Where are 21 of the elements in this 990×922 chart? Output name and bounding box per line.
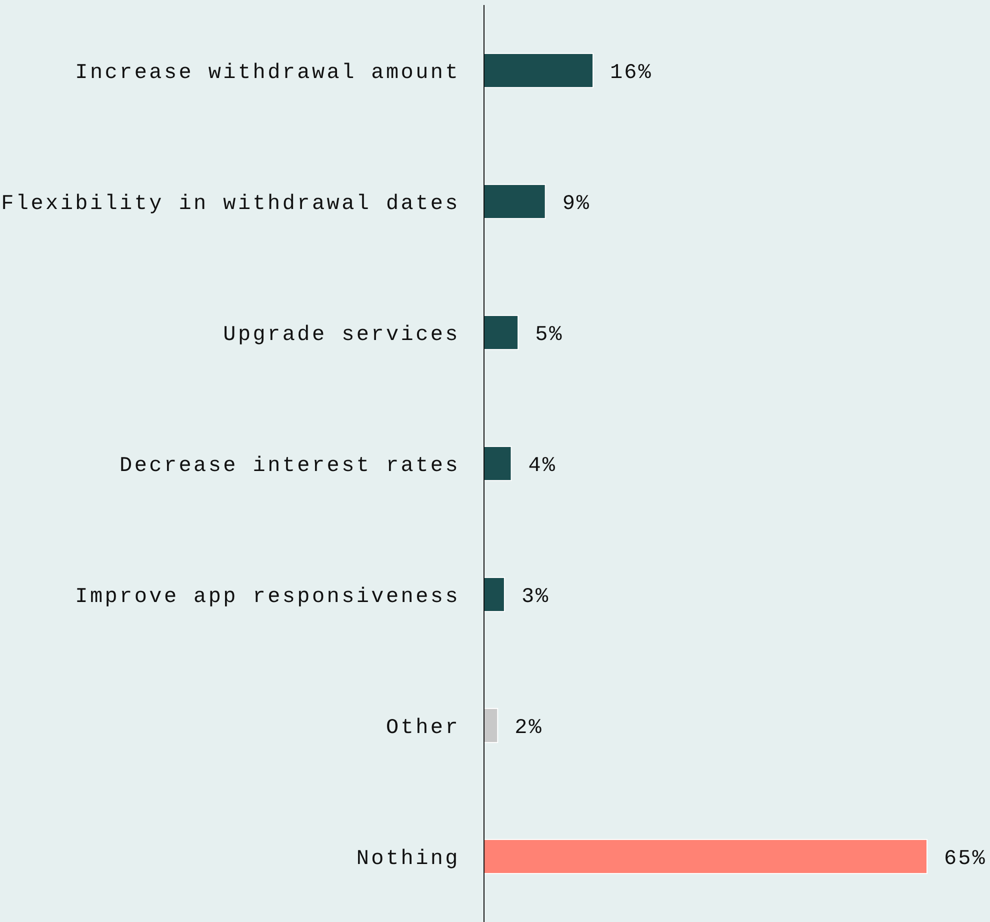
y-tick-label: Decrease interest rates xyxy=(120,454,460,478)
data-label: 2% xyxy=(514,716,543,740)
y-tick-label: Flexibility in withdrawal dates xyxy=(1,192,460,216)
data-label: 16% xyxy=(610,62,652,85)
bar xyxy=(484,708,498,744)
y-tick-label: Improve app responsiveness xyxy=(75,586,460,609)
bar xyxy=(484,184,546,220)
bar xyxy=(484,446,512,482)
bar xyxy=(484,838,928,874)
data-label: 65% xyxy=(944,848,986,871)
bar xyxy=(484,576,505,612)
data-label: 4% xyxy=(528,454,556,478)
y-tick-label: Upgrade services xyxy=(223,324,460,347)
y-tick-label: Increase withdrawal amount xyxy=(75,62,460,85)
y-tick-label: Nothing xyxy=(356,848,460,871)
data-label: 9% xyxy=(562,192,591,216)
y-tick-label: Other xyxy=(386,716,460,740)
bar xyxy=(484,52,594,88)
data-label: 3% xyxy=(521,586,550,609)
data-label: 5% xyxy=(535,324,564,347)
bar xyxy=(484,314,519,350)
